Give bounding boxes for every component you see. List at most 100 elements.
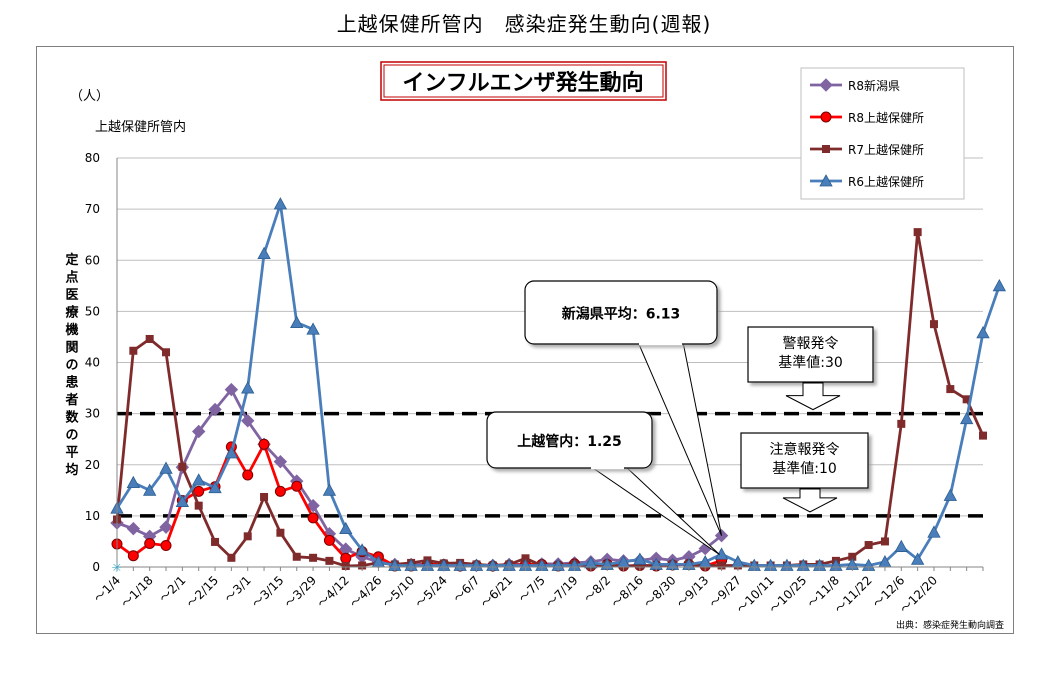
legend-marker [819,174,833,187]
x-tick-label: ～1/18 [118,573,155,610]
data-point [145,334,154,343]
x-tick-label: ～6/21 [478,573,515,610]
y-axis-label-char: 関 [65,341,78,356]
y-axis-label-char: の [65,358,78,373]
y-axis-label-char: 者 [64,392,78,408]
legend-box [800,67,965,200]
data-point [340,552,352,564]
data-point [976,326,990,339]
data-point [159,461,173,474]
down-arrow-icon [782,488,838,513]
legend-marker [822,145,830,153]
legend-marker [819,78,833,92]
origin-marker: ✳ [112,561,123,576]
data-point [273,454,288,469]
x-tick-label: ～3/29 [282,573,319,610]
data-point [159,520,173,534]
x-tick-label: ～5/24 [412,573,449,610]
threshold-label-text: 基準値:10 [772,460,837,477]
y-axis-label-char: の [65,428,78,443]
data-point [306,498,320,513]
data-point [273,197,288,210]
threshold-label-text: 基準値:30 [778,354,843,371]
threshold-label-box [747,326,874,383]
y-tick-label: 70 [85,202,100,216]
y-axis-label-char: 定 [64,252,78,268]
data-point [880,537,889,546]
callout-text: 新潟県平均：6.13 [562,306,681,323]
y-unit-label: （人） [70,89,109,104]
y-axis-label-char: 療 [65,305,79,321]
legend-marker [820,111,832,123]
data-point [325,556,334,565]
source-note: 出典：感染症発生動向調査 [896,619,1004,631]
y-tick-label: 0 [92,560,100,574]
data-point [322,483,337,496]
threshold-label-text: 注意報発令 [770,441,840,458]
y-sublabel: 上越保健所管内 [95,119,186,135]
data-point [257,246,271,260]
chart-title-box [380,61,667,101]
data-point [242,469,254,481]
y-tick-label: 50 [85,304,100,318]
chart-title: インフルエンザ発生動向 [402,70,643,96]
data-point [848,552,857,561]
data-point [127,550,139,562]
data-point [178,462,187,471]
x-tick-label: ～8/30 [641,573,678,610]
data-point [358,561,367,570]
data-point [258,438,270,450]
data-point [714,547,729,560]
data-point [208,402,222,417]
y-axis-label-char: 点 [65,270,78,286]
data-point [910,552,925,565]
data-point [276,528,285,537]
data-point [635,561,644,570]
data-point [175,494,190,507]
data-point [126,521,141,536]
data-point [929,320,938,329]
data-point [946,385,955,394]
legend-item: R6上越保健所 [810,174,924,189]
data-point [323,534,335,546]
x-tick-label: ～8/16 [609,573,646,610]
data-point [959,411,974,425]
data-point [633,552,647,565]
data-point [992,278,1007,292]
y-tick-label: 30 [85,407,100,421]
data-point [290,315,304,329]
callout-box [524,280,718,345]
threshold-label-text: 警報発令 [783,336,839,352]
data-point [143,483,157,496]
y-tick-label: 60 [85,253,100,267]
legend-item: R8新潟県 [810,78,900,93]
data-point [243,532,252,541]
x-tick-label: ～3/15 [249,573,286,610]
data-point [126,475,141,489]
data-point [307,512,319,524]
y-axis-label-char: 平 [65,446,78,461]
legend-label: R7上越保健所 [848,143,924,157]
data-point [194,501,203,510]
data-point [355,543,369,556]
data-point [962,395,971,404]
x-axis: ✳ [112,158,984,576]
data-point [309,553,318,562]
data-point [227,553,236,562]
data-point [913,228,922,237]
legend-item: R8上越保健所 [810,111,924,125]
x-tick-label: ～9/13 [674,573,711,610]
y-tick-label: 80 [85,151,100,165]
y-tick-labels: 0 10 20 30 40 50 60 70 80 [85,151,100,574]
data-point [274,485,286,497]
data-point [927,525,941,538]
data-point [521,554,530,563]
series-4 [110,197,1007,571]
data-point [717,561,726,570]
x-tick-label: ～2/15 [184,573,221,610]
data-point [224,382,239,397]
